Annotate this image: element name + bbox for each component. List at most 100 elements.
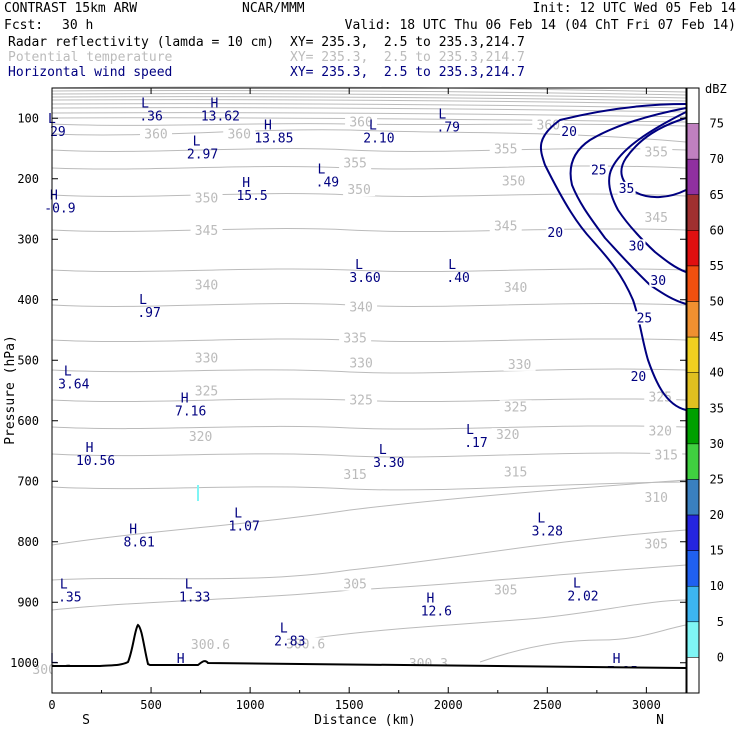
theta-contour [51,268,687,273]
axis-tick-labels: 0 500 1000 1500 2000 2500 3000 100 200 300 400 500 6… [10,111,661,712]
theta-label: 345 [494,219,517,234]
wind-label: 30 [629,239,645,254]
x-tick-label: 3000 [632,698,661,712]
theta-label: 330 [508,358,531,373]
theta-label: 305 [343,578,366,593]
theta-label-bg [223,127,256,141]
colorbar-swatch [686,158,700,196]
plot-frame [51,87,687,694]
theta-label: 345 [195,224,218,239]
theta-label-bg [190,351,223,365]
colorbar-swatch [686,336,700,373]
direction-south: S [82,713,90,728]
theta-label: 300.6 [286,637,325,652]
extremum-value: .17 [464,436,487,451]
y-tick-label: 200 [17,172,39,186]
extremum-value: .97 [137,306,160,321]
theta-contour [51,99,687,105]
theta-label: 305 [645,538,668,553]
extremum-value: 3.30 [373,456,404,471]
extremum-value: .40 [446,271,469,286]
extremum-value: 2.97 [187,147,218,162]
high-marker: H [50,188,58,203]
extremum-value: 13.62 [201,109,240,124]
high-marker: H [177,652,185,667]
wind-label: 25 [637,311,653,326]
organization: NCAR/MMM [242,1,305,16]
colorbar-swatch [686,479,700,516]
colorbar-level: 15 [710,544,724,558]
colorbar-level: 20 [710,508,724,522]
extremum-value: 15.5 [236,189,267,204]
theta-label-bg [345,356,378,370]
low-marker: L [448,258,456,273]
low-marker: L [369,119,377,134]
theta-label-bg [339,156,372,170]
colorbar-level: 65 [710,188,724,202]
colorbar-swatch [686,514,700,551]
theta-contour [51,481,687,491]
theta-label-bg [650,448,683,462]
theta-label: 350 [195,192,218,207]
y-tick-label: 500 [17,353,39,367]
wind-label-bg [589,163,608,177]
high-marker: H [210,96,218,111]
low-marker: L [64,364,72,379]
y-axis-label: Pressure (hPa) [3,335,18,445]
theta-label: 330 [349,357,372,372]
axis-ticks [51,88,686,693]
colorbar-swatch [686,585,700,623]
theta-contour [51,452,687,458]
theta-label-bg [491,428,524,442]
low-marker: L [573,577,581,592]
colorbar-unit: dBZ [705,82,727,96]
theta-label-bg [345,393,378,407]
y-tick-label: 700 [17,474,39,488]
extremum-value: 3.28 [532,524,563,539]
theta-contour [51,425,687,430]
colorbar-swatch [686,443,700,480]
theta-label-bg [497,174,530,188]
colorbar-level: 75 [710,117,724,131]
theta-label-bg [640,145,673,159]
extremum-value: 1.07 [229,520,260,535]
colorbar-swatch [686,408,700,445]
extremum-value: 3.60 [349,271,380,286]
theta-label: 360 [144,127,167,142]
low-marker: L [537,511,545,526]
wind-contour-20 [539,103,687,411]
theta-label-bg [190,224,223,238]
wind-label: 30 [650,274,666,289]
colorbar-swatch [686,550,700,587]
theta-contour [51,529,687,581]
field-name-wind: Horizontal wind speed [8,65,173,80]
theta-label: 330 [195,351,218,366]
low-marker: L [234,507,242,522]
wind-label-bg [560,124,579,138]
theta-label: 355 [494,143,517,158]
wind-label: 20 [547,226,563,241]
colorbar-level: 60 [710,223,724,237]
theta-label: 315 [504,466,527,481]
theta-label: 315 [343,468,366,483]
theta-label-bg [640,210,673,224]
theta-label-bg [345,115,378,129]
y-tick-label: 800 [17,535,39,549]
theta-contour [51,112,687,118]
theta-label: 350 [502,175,525,190]
colorbar-swatch [686,301,700,338]
theta-label-bg [345,300,378,314]
colorbar-swatch [686,372,700,409]
colorbar-level: 55 [710,259,724,273]
extremum-value: 2.83 [274,635,305,650]
colorbar-level: 5 [717,615,724,629]
theta-label-bg [339,468,372,482]
theta-contour [51,93,687,99]
wind-label-bg [546,226,565,240]
wind-label: 20 [631,370,647,385]
theta-label: 350 [347,183,370,198]
colorbar-swatch [686,265,700,302]
theta-label: 325 [504,400,527,415]
colorbar-level: 0 [717,650,724,664]
